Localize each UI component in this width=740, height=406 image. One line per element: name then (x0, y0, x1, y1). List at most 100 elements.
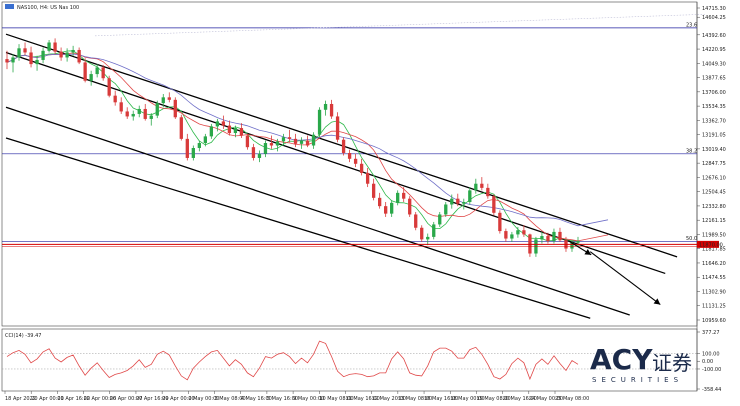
candle-body (293, 138, 298, 144)
candle-body (522, 230, 526, 235)
candle-body (504, 231, 508, 239)
fib-level-label: 38.2 (686, 148, 697, 154)
time-tick-label: 29 Apr 00:00 (162, 396, 195, 402)
candle-body (167, 97, 171, 100)
candle-body (161, 97, 165, 104)
fib-level-label: 23.6 (686, 22, 697, 28)
time-tick-label: 18 May 00:00 (450, 396, 484, 402)
candle-body (438, 214, 442, 225)
candle-body (456, 198, 460, 204)
projection-arrow-head (653, 298, 661, 305)
candle-body (23, 48, 27, 53)
candle-body (77, 49, 81, 63)
candle-body (462, 202, 466, 204)
price-tick-label: 11989.50 (702, 232, 726, 238)
current-price-label: 11870.00 (699, 242, 723, 248)
cci-indicator: 377.27 100.00 0.00 -100.00 -358.44 (2, 330, 721, 393)
time-tick-label: 24 May 00:00 (529, 396, 563, 402)
indicator-tick-label: -100.00 (702, 367, 721, 373)
candle-body (317, 109, 322, 135)
candle-body (516, 230, 520, 235)
candle-body (414, 214, 418, 228)
candle-body (191, 148, 195, 158)
candle-body (311, 134, 316, 146)
current-price: 11870.00 (2, 240, 723, 248)
indicator-tick-label: 0.00 (702, 359, 713, 365)
candle-body (281, 137, 286, 142)
fib-level-label: 50.0 (686, 236, 697, 242)
time-tick-label: 21 Apr 16:00 (57, 396, 90, 402)
time-tick-label: 16 May 16:00 (424, 396, 458, 402)
candle-body (11, 57, 15, 63)
header-icon (5, 4, 14, 9)
candle-body (365, 172, 370, 184)
candle-body (263, 143, 268, 154)
time-tick-label: 3 May 08:00 (215, 396, 246, 402)
time-tick-label: 20 May 16:00 (503, 396, 537, 402)
candle-body (53, 42, 57, 52)
time-tick-label: 13 May 08:00 (398, 396, 432, 402)
logo-text: ACY (590, 343, 653, 376)
candle-body (480, 183, 484, 188)
candle-body (83, 62, 87, 81)
indicator-tick-label: 100.00 (702, 351, 720, 357)
candle-body (65, 52, 69, 58)
fib-levels: 23.6 38.2 50.0 (2, 13, 706, 242)
acy-securities-logo: ACY 证券 SECURITIES (590, 343, 692, 384)
candle-body (492, 196, 496, 213)
candle-body (215, 121, 220, 127)
candle-body (359, 163, 364, 173)
candle-body (5, 59, 9, 63)
candle-body (558, 231, 562, 241)
channel-line (5, 137, 591, 319)
candle-body (125, 111, 129, 117)
price-tick-label: 14220.95 (702, 47, 726, 53)
candle-body (305, 140, 310, 146)
candle-body (71, 49, 75, 53)
price-tick-label: 10959.60 (702, 318, 726, 324)
indicator-tick-label: 377.27 (702, 330, 720, 336)
candle-body (41, 50, 45, 60)
candle-body (137, 108, 141, 114)
price-tick-label: 12676.10 (702, 175, 726, 181)
candle-body (95, 67, 99, 75)
projection-arrows (568, 240, 661, 306)
price-ticks: 14715.30 14604.25 14392.60 14220.95 14049.30… (697, 6, 726, 324)
candle-body (203, 136, 208, 144)
price-tick-label: 13019.40 (702, 147, 726, 153)
candle-body (173, 99, 177, 118)
candle-body (396, 192, 400, 203)
price-tick-label: 14049.30 (702, 61, 726, 67)
candle-body (552, 231, 556, 242)
price-tick-label: 13706.00 (702, 90, 726, 96)
candle-body (371, 183, 376, 198)
price-tick-label: 12332.80 (702, 204, 726, 210)
candle-body (155, 103, 159, 116)
price-tick-label: 14715.30 (702, 6, 726, 12)
price-tick-label: 14392.60 (702, 33, 726, 39)
candle-body (426, 236, 430, 240)
indicator-tick-label: -358.44 (702, 387, 721, 393)
price-tick-label: 13362.70 (702, 118, 726, 124)
candle-body (197, 143, 201, 149)
candle-body (107, 78, 111, 96)
candle-body (377, 197, 382, 207)
candle-body (221, 121, 226, 126)
time-tick-label: 12 May 20:00 (372, 396, 406, 402)
candle-body (35, 59, 39, 65)
cci-line (6, 340, 579, 381)
candle-body (227, 125, 232, 134)
price-tick-label: 11474.55 (702, 275, 726, 281)
logo-cn-text: 证券 (652, 351, 692, 375)
candle-body (119, 102, 123, 112)
price-tick-label: 12847.75 (702, 161, 726, 167)
candle-body (233, 128, 238, 134)
time-tick-label: 18 Apr 2022 (5, 396, 36, 402)
candle-body (450, 198, 454, 205)
candles (5, 38, 580, 257)
candle-body (570, 242, 574, 249)
price-tick-label: 11646.20 (702, 261, 726, 267)
candle-body (390, 202, 394, 214)
candle-body (209, 126, 214, 137)
